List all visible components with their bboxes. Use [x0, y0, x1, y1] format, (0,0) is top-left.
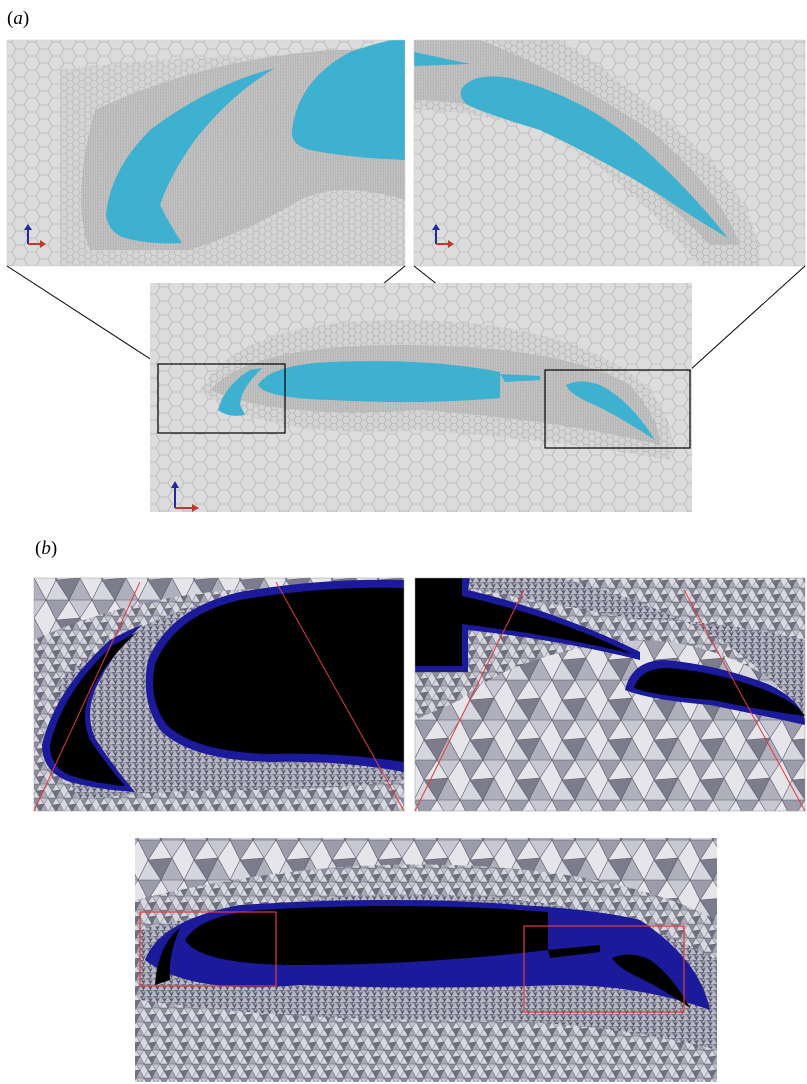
panel-a-label: (a)	[7, 8, 30, 29]
panel-a-zoom-box-left	[157, 363, 286, 434]
axis-triad-icon	[24, 224, 46, 248]
axis-triad-icon	[171, 481, 199, 512]
panel-a-zoom-slat	[7, 40, 405, 266]
panel-a-zoom-flap	[414, 40, 805, 266]
panel-b-overview	[135, 838, 717, 1082]
panel-b-zoom-box-right-overview	[523, 925, 685, 1013]
panel-b-zoom-flap	[415, 578, 805, 811]
panel-b-label: (b)	[35, 538, 58, 559]
axis-triad-icon	[432, 224, 454, 248]
panel-b-zoom-slat	[34, 578, 404, 811]
panel-a-overview	[150, 283, 692, 512]
panel-b-zoom-connectors	[33, 581, 806, 812]
panel-b-zoom-box-left-overview	[139, 911, 277, 987]
panel-a-zoom-box-right	[544, 369, 691, 449]
